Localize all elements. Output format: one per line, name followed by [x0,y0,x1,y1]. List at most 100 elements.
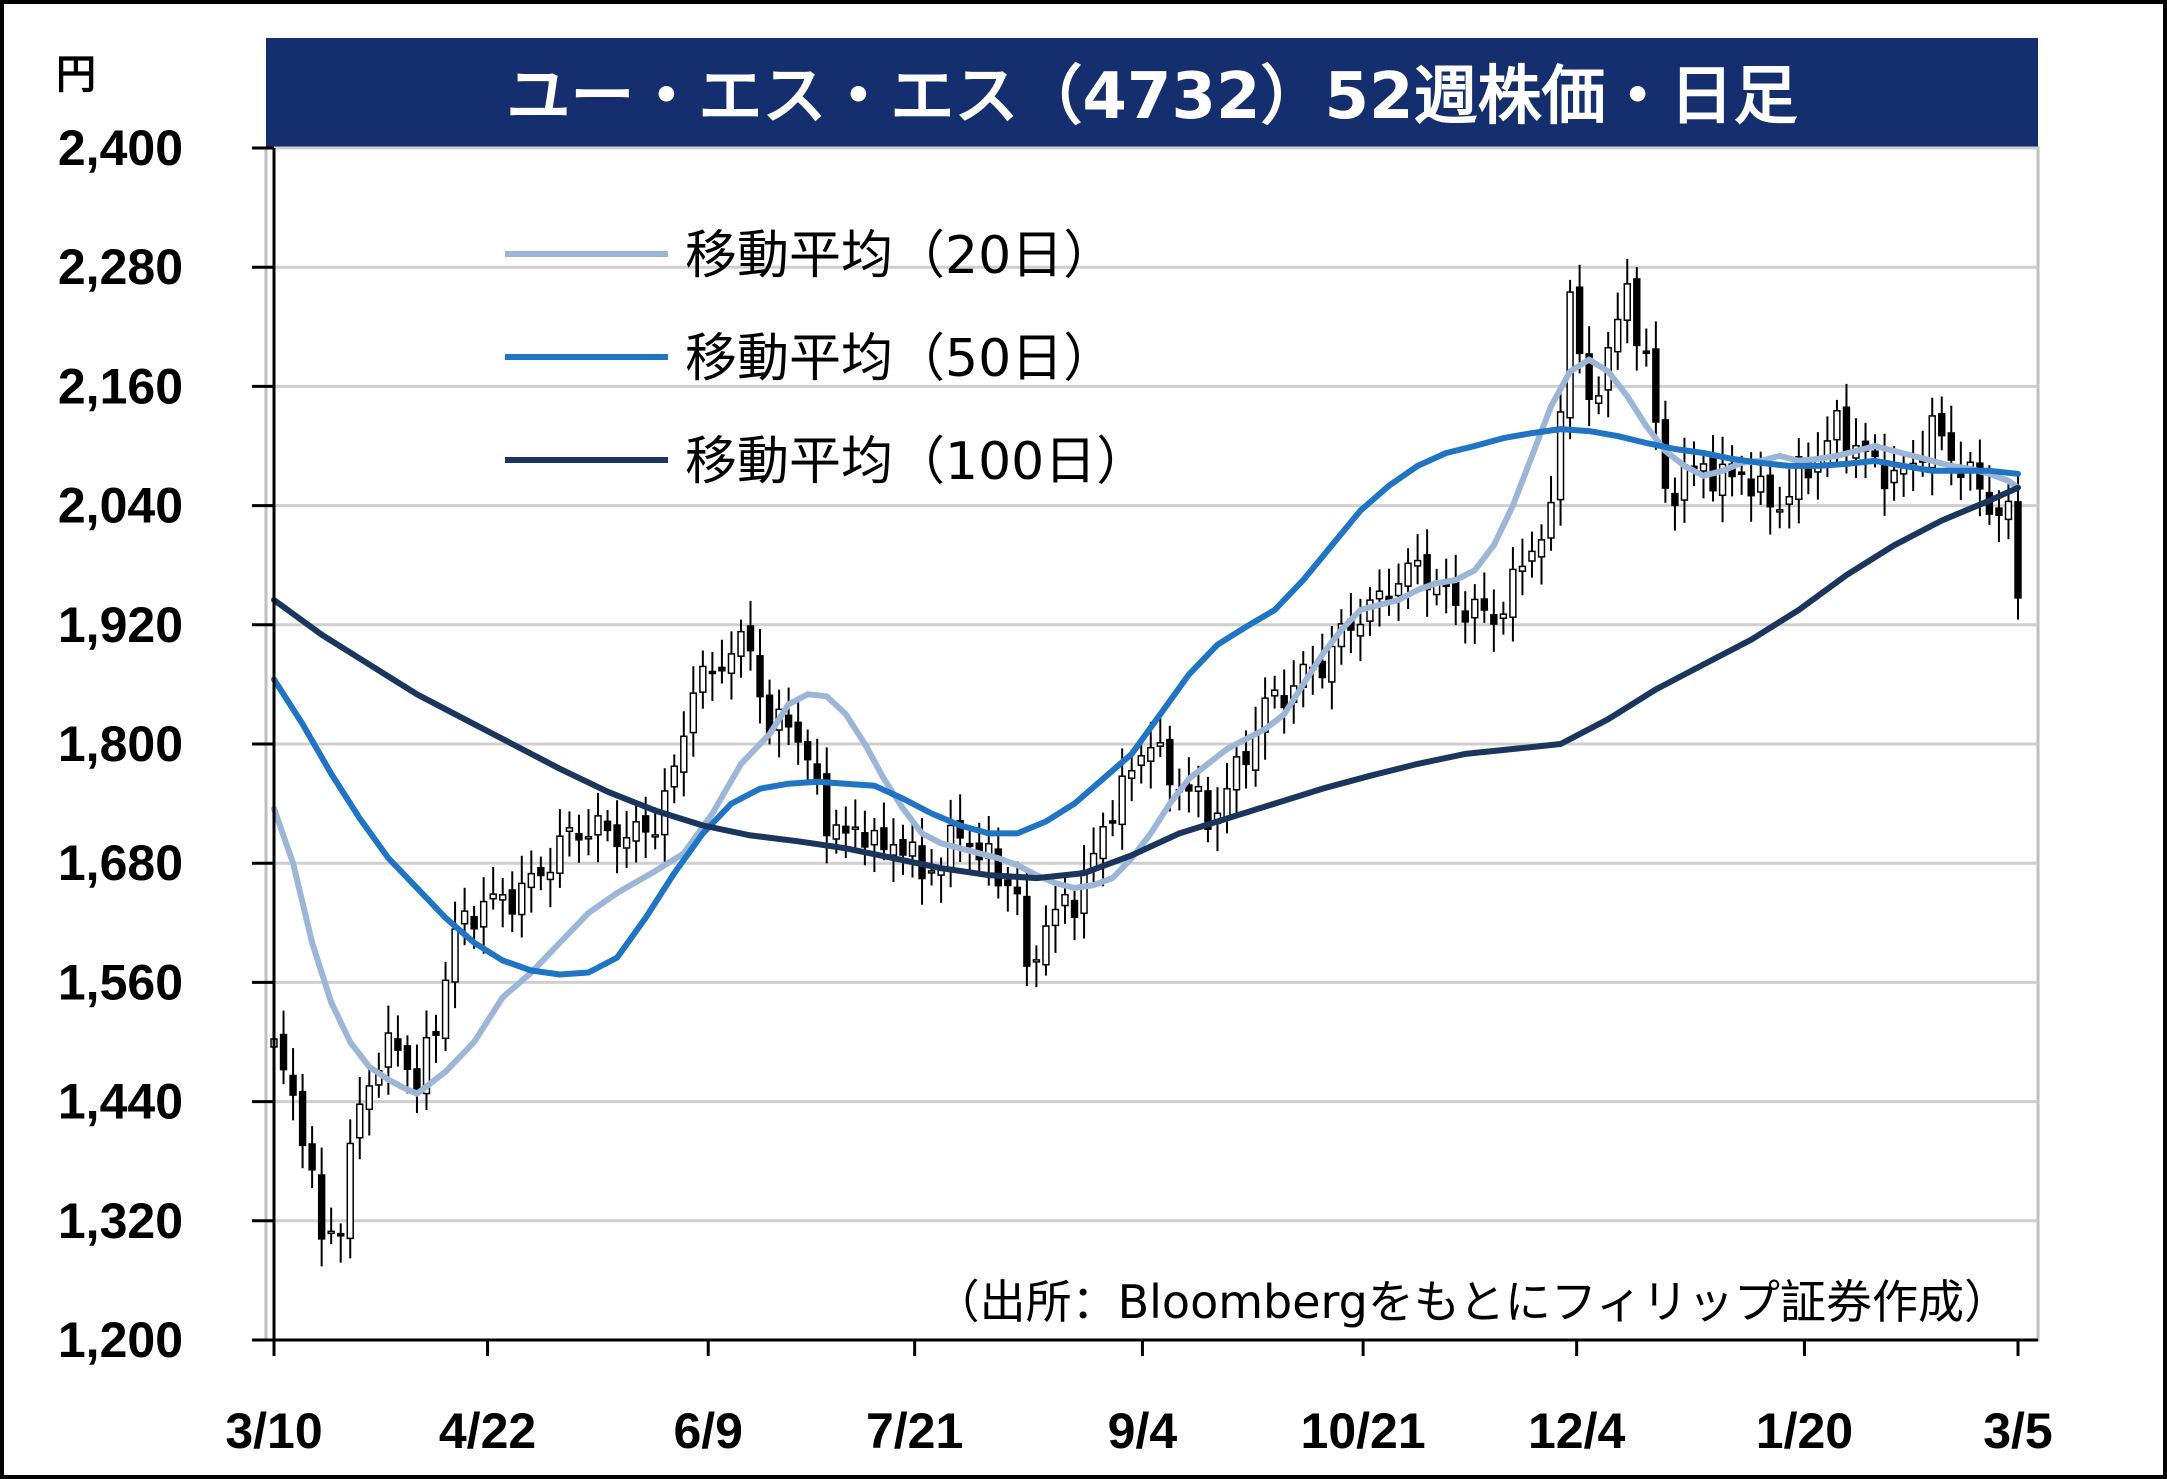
candle-body [327,1230,335,1235]
candle-body [1080,870,1088,915]
candle-body [556,835,564,874]
candle-body [965,842,974,848]
candle-body [622,837,631,849]
candle-body [1575,286,1584,355]
candle-body [489,893,497,900]
candle-body [356,1103,364,1139]
candle-body [927,870,936,874]
candle-body [756,655,764,698]
candle-body [1976,462,1984,490]
candle-body [632,821,640,842]
candle-body [861,832,869,848]
candle-body [1747,478,1755,497]
candle-body [1204,790,1212,831]
candle-body [832,824,840,840]
candle-body [365,1085,374,1111]
candle-body [889,844,898,856]
candle-body [1461,610,1469,623]
y-tick-label: 2,040 [58,478,183,534]
candle-body [1566,291,1574,419]
candle-body [813,763,821,781]
title-bar [266,38,2038,148]
candle-body [1137,755,1145,766]
y-tick-label: 1,200 [58,1312,183,1368]
candle-body [689,692,698,734]
candle-body [527,872,536,889]
candle-body [651,834,659,838]
candle-body [842,825,850,834]
candle-body [565,827,574,833]
candle-body [308,1143,316,1171]
candle-body [1537,539,1546,558]
candle-body [432,1031,440,1036]
candle-body [584,836,593,840]
candle-body [508,889,516,915]
candle-body [1842,406,1851,453]
candle-body [727,653,736,675]
x-tick-label: 7/21 [866,1403,963,1459]
candle-body [279,1033,288,1071]
candle-body [394,1038,402,1051]
candle-body [422,1036,431,1095]
candle-body [1547,501,1555,539]
candle-body [1756,475,1765,493]
candle-body [403,1045,412,1071]
candle-body [2004,500,2013,521]
candle-body [1004,879,1012,887]
candle-body [1623,283,1631,321]
candle-body [613,824,621,848]
x-tick-labels: 3/10 4/22 6/9 7/21 9/4 10/21 12/4 1/20 3/5 [225,1403,2052,1459]
candle-body [1890,469,1898,484]
candle-body [1128,769,1136,779]
candle-body [1833,409,1841,441]
candle-body [1032,959,1041,963]
axes [252,146,2038,1356]
candle-body [880,827,888,851]
candle-body [1051,908,1060,927]
y-tick-label: 1,560 [58,954,183,1010]
candle-body [1223,787,1231,818]
candle-body [670,765,678,788]
candle-body [1766,474,1774,508]
candle-body [1614,318,1622,353]
candle-body [2014,501,2022,599]
y-tick-label: 1,800 [58,716,183,772]
candle-body [346,1142,354,1240]
grid-lines [266,146,2038,1223]
candle-body [794,721,802,743]
candle-body [908,841,917,857]
candle-body [1947,432,1955,461]
candle-body [1413,559,1422,567]
candle-body [1871,450,1879,458]
candle-body [537,866,545,877]
candle-body [1242,751,1250,766]
candle-body [1795,456,1803,501]
chart-title: ユー・エス・エス（4732）52週株価・日足 [506,60,1797,134]
ma-line-2 [271,426,2021,978]
candle-body [1823,440,1832,466]
candle-body [413,1068,421,1090]
legend-label: 移動平均（50日） [685,329,1115,389]
candle-body [1023,895,1031,967]
candle-body [1499,613,1508,619]
candle-body [1394,583,1403,597]
candle-body [899,839,907,856]
candle-body [1642,350,1651,354]
candle-body [1232,756,1241,791]
candle-body [451,928,459,983]
x-tick-label: 3/5 [1983,1403,2053,1459]
y-tick-label: 2,400 [58,120,183,176]
candle-body [1185,784,1193,792]
candle-body [289,1074,297,1096]
y-tick-label: 1,440 [58,1074,183,1130]
candle-body [1042,925,1050,966]
candle-body [1528,550,1536,562]
candle-body [1938,412,1946,437]
y-tick-labels: 2,400 2,280 2,160 2,040 1,920 1,800 1,680 1,560… [58,120,183,1368]
candle-body [870,829,879,846]
candle-body [1318,660,1327,679]
y-tick-label: 2,160 [58,358,183,414]
candle-body [823,773,831,837]
